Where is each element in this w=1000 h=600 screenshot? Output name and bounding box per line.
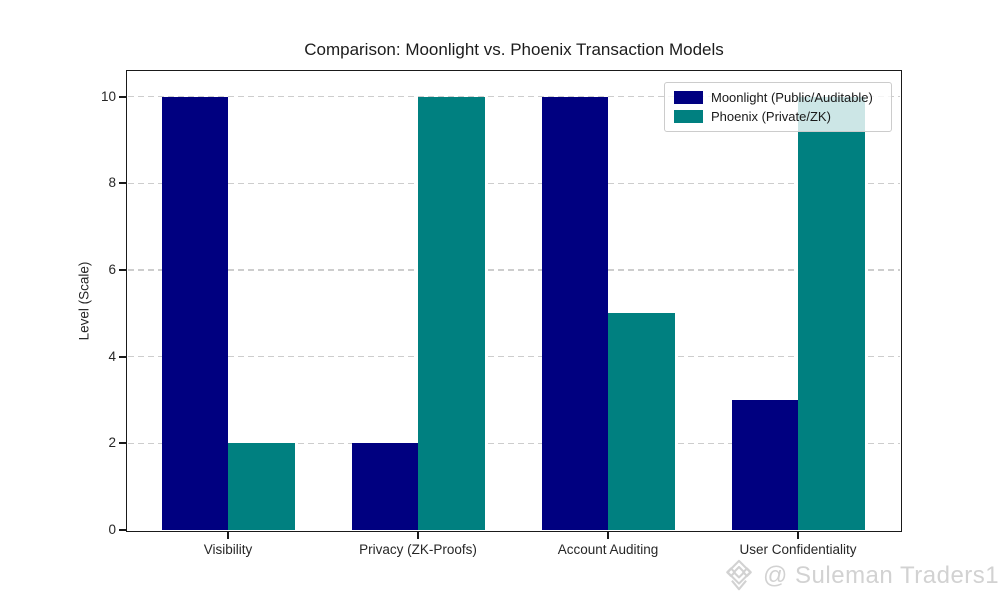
x-tick-mark <box>607 532 609 539</box>
y-tick-mark <box>119 95 126 98</box>
y-tick-label: 8 <box>108 175 116 191</box>
x-tick-label: User Confidentiality <box>739 542 857 557</box>
y-tick-label: 6 <box>108 262 116 278</box>
y-tick-mark <box>119 269 126 271</box>
watermark: @ Suleman Traders1 <box>722 556 999 596</box>
legend-item: Moonlight (Public/Auditable) <box>674 90 882 105</box>
bar-phoenix-1 <box>418 96 485 530</box>
bar-moonlight-0 <box>161 96 228 530</box>
bar-phoenix-2 <box>608 313 675 530</box>
gridline <box>128 182 900 185</box>
legend-item: Phoenix (Private/ZK) <box>674 109 882 124</box>
x-tick-mark <box>797 532 799 539</box>
y-tick-mark <box>119 182 126 185</box>
y-tick-label: 4 <box>108 348 116 364</box>
x-tick-mark <box>417 532 419 539</box>
x-axis-labels: Visibility Privacy (ZK-Proofs) Account Aud… <box>128 532 900 557</box>
legend-label: Phoenix (Private/ZK) <box>711 109 831 124</box>
y-tick-label: 10 <box>100 88 116 104</box>
bar-moonlight-2 <box>541 96 608 530</box>
bar-moonlight-3 <box>731 400 798 530</box>
gridline <box>128 355 900 358</box>
x-tick-label: Privacy (ZK-Proofs) <box>359 542 477 557</box>
y-tick-label: 2 <box>108 435 116 451</box>
x-tick-label: Account Auditing <box>557 542 659 557</box>
legend-label: Moonlight (Public/Auditable) <box>711 90 873 105</box>
gridline <box>128 95 900 98</box>
bar-moonlight-1 <box>351 443 418 530</box>
legend-swatch <box>674 91 703 104</box>
gridline <box>128 269 900 271</box>
plot-area: Visibility Privacy (ZK-Proofs) Account Aud… <box>101 72 900 557</box>
x-tick-mark <box>227 532 229 539</box>
y-tick-mark <box>119 529 126 531</box>
y-tick-label: 0 <box>108 522 116 537</box>
bar-phoenix-0 <box>228 443 295 530</box>
legend-swatch <box>674 110 703 123</box>
legend: Moonlight (Public/Auditable) Phoenix (Pri… <box>664 82 892 132</box>
y-tick-mark <box>119 442 126 445</box>
x-tick-label: Visibility <box>203 542 253 557</box>
y-tick-mark <box>119 355 126 358</box>
watermark-text: @ Suleman Traders1 <box>763 562 1000 589</box>
gem-diamond-icon <box>726 559 752 591</box>
bar-phoenix-3 <box>798 96 865 530</box>
chart-title: Comparison: Moonlight vs. Phoenix Transa… <box>304 40 724 59</box>
gridline <box>128 442 900 445</box>
